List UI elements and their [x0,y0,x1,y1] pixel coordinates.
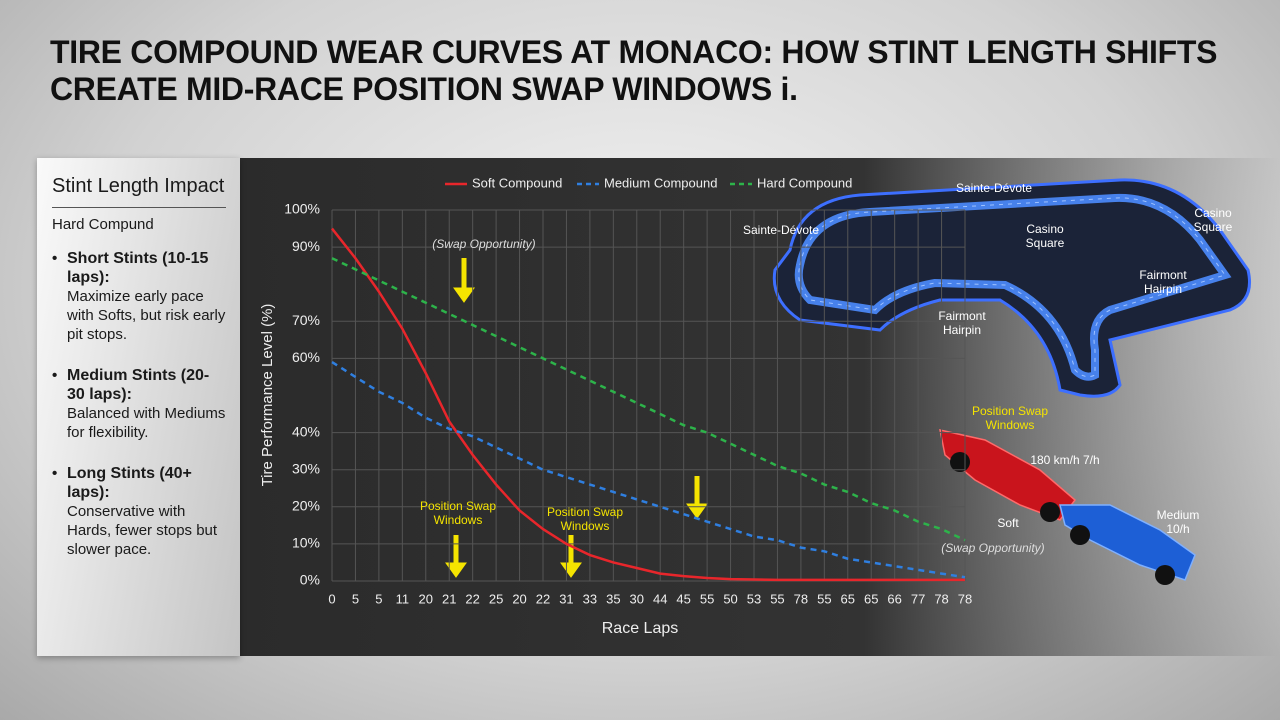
item-label: Short Stints (10-15 laps): [67,250,209,286]
legend-label: Hard Compound [757,175,852,190]
x-tick-label: 33 [583,591,597,606]
series-line [331,361,966,579]
x-tick-label: 35 [606,591,620,606]
illustration-label: Sainte-Dévote [955,181,1033,195]
legend-label: Medium Compound [604,175,717,190]
x-tick-label: 45 [676,591,690,606]
item-body: Medium Stints (20-30 laps): Balanced with… [67,366,226,442]
illustration-label: Soft [997,516,1019,530]
y-tick-label: 90% [292,238,320,254]
item-text: Balanced with Mediums for flexibility. [67,405,226,441]
y-axis-label: Tire Performance Level (%) [259,304,276,487]
x-tick-label: 50 [723,591,737,606]
x-tick-label: 0 [328,591,335,606]
annotation: (Swap Opportunity) [941,541,1045,555]
illustration-label: Fairmont Hairpin [938,309,986,337]
item-body: Long Stints (40+ laps): Conservative with… [67,464,226,559]
x-tick-label: 21 [442,591,456,606]
annotation: Position Swap Windows [419,499,497,527]
illustration-label: Position Swap Windows [971,404,1049,432]
y-tick-label: 0% [300,572,320,588]
page-title: TIRE COMPOUND WEAR CURVES AT MONACO: HOW… [50,34,1218,107]
x-tick-label: 78 [934,591,948,606]
y-tick-label: 30% [292,460,320,476]
annotation: Position Swap Windows [546,505,624,533]
track [772,178,1251,398]
illustration-label: Sainte-Dévote [742,223,820,237]
sidebar-item: • Long Stints (40+ laps): Conservative wit… [52,464,226,559]
x-tick-label: 53 [747,591,761,606]
series-line [331,227,965,582]
x-tick-label: 65 [841,591,855,606]
sidebar-item: • Short Stints (10-15 laps): Maximize earl… [52,249,226,344]
bullet: • [52,367,58,384]
x-tick-label: 5 [352,591,359,606]
sidebar: Stint Length Impact Hard Compund • Short … [37,158,240,656]
x-tick-label: 22 [465,591,479,606]
sidebar-heading: Stint Length Impact [52,174,226,208]
illustration-label: Fairmont Hairpin [1139,268,1187,296]
x-tick-label: 20 [512,591,526,606]
bullet: • [52,250,58,267]
x-tick-label: 20 [419,591,433,606]
x-tick-label: 11 [396,591,410,606]
x-tick-label: 55 [817,591,831,606]
x-tick-label: 77 [911,591,925,606]
x-tick-label: 30 [630,591,644,606]
x-axis-label: Race Laps [602,620,679,637]
y-tick-label: 20% [292,498,320,514]
x-tick-label: 65 [864,591,878,606]
illustration-label: Medium 10/h [1156,508,1200,536]
y-tick-label: 10% [292,535,320,551]
item-text: Conservative with Hards, fewer stops but… [67,503,218,558]
illustration-label: Casino Square [1193,206,1233,234]
item-label: Medium Stints (20-30 laps): [67,367,210,403]
item-text: Maximize early pace with Softs, but risk… [67,288,226,343]
item-label: Long Stints (40+ laps): [67,465,192,501]
x-tick-label: 31 [559,591,573,606]
item-body: Short Stints (10-15 laps): Maximize early… [67,249,226,344]
y-tick-label: 100% [284,201,320,217]
y-tick-label: 70% [292,312,320,328]
sidebar-items: • Short Stints (10-15 laps): Maximize earl… [52,249,226,559]
legend-label: Soft Compound [472,175,562,190]
x-tick-label: 25 [489,591,503,606]
cars [939,429,1196,585]
bullet: • [52,465,58,482]
x-tick-label: 55 [770,591,784,606]
x-tick-label: 66 [887,591,901,606]
sidebar-item: • Medium Stints (20-30 laps): Balanced wit… [52,366,226,442]
illustration-label: Casino Square [1025,222,1065,250]
illustration-label: 180 km/h 7/h [1030,453,1100,467]
x-tick-label: 78 [794,591,808,606]
x-tick-label: 55 [700,591,714,606]
x-tick-label: 78 [958,591,972,606]
y-tick-label: 60% [292,349,320,365]
annotation: (Swap Opportunity) [432,237,536,251]
sidebar-subheading: Hard Compund [52,216,154,233]
x-tick-label: 5 [375,591,382,606]
x-tick-label: 22 [536,591,550,606]
y-tick-label: 40% [292,423,320,439]
x-tick-label: 44 [653,591,667,606]
